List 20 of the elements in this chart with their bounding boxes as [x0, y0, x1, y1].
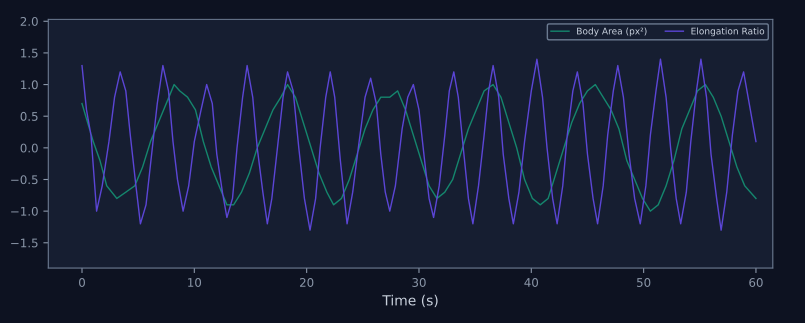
x-tick-label: 50 — [637, 278, 650, 287]
y-tick-label: 0.5 — [20, 112, 38, 121]
x-tick-label: 10 — [188, 278, 202, 287]
y-tick-label: −0.5 — [11, 175, 38, 184]
x-tick-label: 40 — [524, 278, 538, 287]
y-tick-label: 1.0 — [21, 80, 38, 90]
x-tick-label: 30 — [412, 278, 426, 287]
y-tick-label: 2.0 — [20, 17, 38, 26]
line-series — [81, 84, 757, 212]
x-axis-title: Time (s) — [382, 294, 438, 308]
line-series — [81, 58, 757, 231]
y-tick-label: 0.0 — [20, 144, 38, 152]
legend-label: Body Area (px²) — [577, 28, 647, 36]
x-tick-label: 0 — [79, 278, 85, 287]
y-tick-label: −1.5 — [11, 238, 38, 248]
y-tick-label: 1.5 — [21, 48, 38, 58]
x-tick-label: 60 — [749, 278, 763, 287]
legend-label: Elongation Ratio — [692, 28, 764, 36]
x-tick-label: 20 — [300, 278, 314, 287]
y-tick-label: −1.0 — [11, 206, 38, 216]
